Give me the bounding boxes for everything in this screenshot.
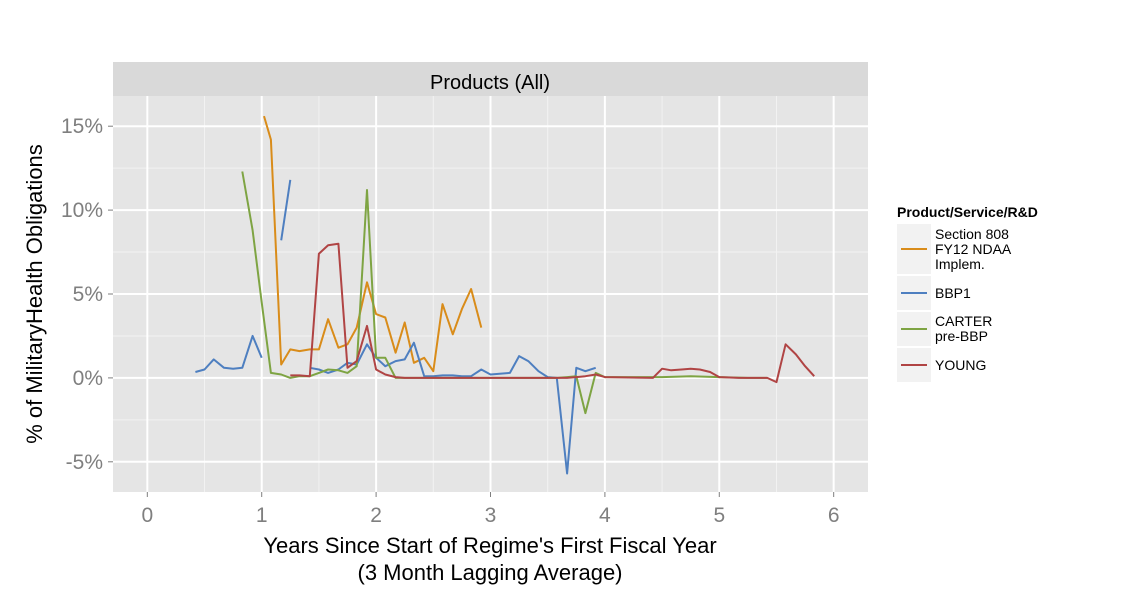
facet-title: Products (All) (430, 72, 550, 94)
x-tick-label: 6 (828, 504, 840, 527)
legend-label: Section 808 FY12 NDAA Implem. (935, 225, 1012, 272)
y-tick-label: 5% (73, 283, 103, 306)
legend-items: Section 808 FY12 NDAA Implem. BBP1 CARTER … (897, 224, 1117, 382)
facet-strip (113, 62, 868, 96)
x-tick-label: 5 (713, 504, 725, 527)
y-tick-label: 10% (61, 199, 103, 222)
legend-item: Section 808 FY12 NDAA Implem. (897, 224, 1117, 274)
legend-label: BBP1 (935, 284, 971, 301)
series-segment (280, 179, 292, 241)
y-tick-label: 0% (73, 367, 103, 390)
legend-swatch (901, 248, 927, 250)
x-axis: 0 1 2 3 4 5 6 (141, 492, 840, 527)
legend-key (897, 276, 931, 310)
legend-swatch (901, 292, 927, 294)
legend-item: BBP1 (897, 276, 1117, 310)
legend-key (897, 312, 931, 346)
series-line (263, 115, 483, 373)
legend-item: YOUNG (897, 348, 1117, 382)
x-axis-title-line1: Years Since Start of Regime's First Fisc… (263, 533, 716, 558)
series-segment (195, 334, 263, 373)
y-axis: -5% 0% 5% 10% 15% (61, 115, 113, 474)
legend-label: CARTER pre-BBP (935, 313, 993, 344)
legend-key (897, 348, 931, 382)
y-tick-label: -5% (66, 451, 103, 474)
legend-swatch (901, 364, 927, 366)
series-layer (195, 115, 815, 475)
x-tick-label: 0 (141, 504, 153, 527)
x-tick-label: 4 (599, 504, 611, 527)
series-segment (263, 115, 483, 373)
series-segment (290, 242, 815, 384)
y-tick-label: 15% (61, 115, 103, 138)
x-tick-label: 2 (370, 504, 382, 527)
legend: Product/Service/R&D Section 808 FY12 NDA… (897, 204, 1117, 384)
series-line (290, 242, 815, 384)
legend-label: YOUNG (935, 356, 987, 373)
legend-title: Product/Service/R&D (897, 204, 1038, 220)
x-axis-title-line2: (3 Month Lagging Average) (358, 560, 623, 585)
x-tick-label: 3 (485, 504, 497, 527)
legend-swatch (901, 328, 927, 330)
legend-item: CARTER pre-BBP (897, 312, 1117, 346)
y-axis-title: % of MilitaryHealth Obligations (22, 144, 47, 444)
legend-key (897, 224, 931, 274)
x-tick-label: 1 (256, 504, 268, 527)
